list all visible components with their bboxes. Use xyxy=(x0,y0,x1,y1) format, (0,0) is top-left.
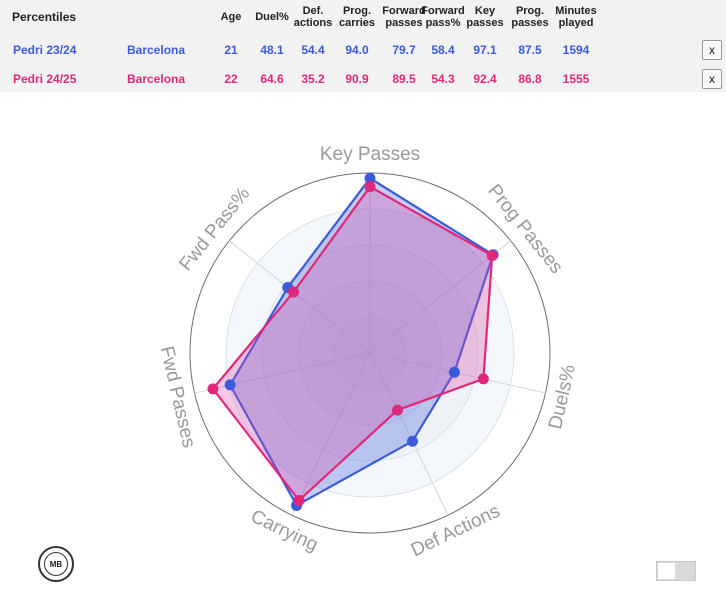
cell-key: 97.1 xyxy=(473,43,497,57)
data-point xyxy=(364,181,376,193)
view-toggle[interactable] xyxy=(656,561,696,581)
data-point xyxy=(207,383,219,395)
series-area xyxy=(229,177,495,507)
data-point xyxy=(224,379,236,391)
data-point xyxy=(391,404,403,416)
cell-duel: 48.1 xyxy=(260,43,284,57)
axis-spoke xyxy=(194,352,371,394)
data-point xyxy=(477,373,489,385)
cell-prog: 86.8 xyxy=(518,72,542,86)
cell-fwd: 89.5 xyxy=(392,72,416,86)
data-point xyxy=(364,172,376,184)
cell-def: 35.2 xyxy=(301,72,325,86)
toggle-knob[interactable] xyxy=(658,563,675,579)
data-point xyxy=(486,250,498,262)
axis-spoke xyxy=(369,240,512,354)
cell-carries: 90.9 xyxy=(345,72,369,86)
cell-def: 54.4 xyxy=(301,43,325,57)
col-header-def[interactable]: Def. actions xyxy=(293,5,333,29)
col-header-minutes[interactable]: Minutes played xyxy=(555,5,597,29)
col-header-fwdpct[interactable]: Forward pass% xyxy=(421,5,465,29)
player-name: Pedri 23/24 xyxy=(13,43,77,57)
cell-fwd: 79.7 xyxy=(392,43,416,57)
table-title: Percentiles xyxy=(12,10,77,24)
team-name: Barcelona xyxy=(127,43,186,57)
remove-row-button[interactable]: x xyxy=(702,40,722,60)
axis-spoke xyxy=(228,240,371,354)
data-point xyxy=(406,435,418,447)
col-header-carries[interactable]: Prog. carries xyxy=(338,5,376,29)
axis-spoke xyxy=(369,352,449,516)
data-point xyxy=(448,366,460,378)
axis-spoke xyxy=(291,352,371,516)
cell-age: 21 xyxy=(224,43,238,57)
col-header-age[interactable]: Age xyxy=(220,11,242,23)
remove-row-button[interactable]: x xyxy=(702,69,722,89)
cell-key: 92.4 xyxy=(473,72,497,86)
cell-fwdpct: 54.3 xyxy=(431,72,455,86)
logo-text: MB xyxy=(44,552,68,576)
col-header-prog[interactable]: Prog. passes xyxy=(511,5,549,29)
cell-minutes: 1594 xyxy=(562,43,590,57)
cell-minutes: 1555 xyxy=(562,72,590,86)
col-header-fwd[interactable]: Forward passes xyxy=(382,5,426,29)
series-area xyxy=(211,185,494,502)
axis-label: Key Passes xyxy=(320,144,420,165)
cell-carries: 94.0 xyxy=(345,43,369,57)
cell-age: 22 xyxy=(224,72,238,86)
cell-duel: 64.6 xyxy=(260,72,284,86)
data-point xyxy=(293,494,305,506)
col-header-duel[interactable]: Duel% xyxy=(255,11,289,23)
cell-fwdpct: 58.4 xyxy=(431,43,455,57)
cell-prog: 87.5 xyxy=(518,43,542,57)
team-name: Barcelona xyxy=(127,72,186,86)
player-name: Pedri 24/25 xyxy=(13,72,77,86)
data-point xyxy=(288,286,300,298)
percentiles-table: Percentiles Age Duel% Def. actions Prog. carr… xyxy=(0,0,726,92)
axis-label: Duels% xyxy=(545,363,580,432)
mb-logo: MB xyxy=(38,546,74,582)
col-header-key[interactable]: Key passes xyxy=(466,5,504,29)
